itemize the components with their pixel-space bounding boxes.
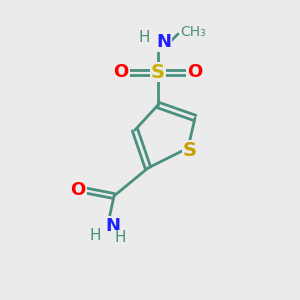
Text: S: S <box>183 140 197 160</box>
Text: N: N <box>106 217 121 235</box>
Text: O: O <box>70 181 86 199</box>
Text: H: H <box>114 230 126 245</box>
Text: O: O <box>188 63 202 81</box>
Text: S: S <box>151 62 165 82</box>
Text: H: H <box>138 31 150 46</box>
Text: N: N <box>157 33 172 51</box>
Text: CH₃: CH₃ <box>180 25 206 39</box>
Text: H: H <box>89 229 101 244</box>
Text: O: O <box>113 63 129 81</box>
